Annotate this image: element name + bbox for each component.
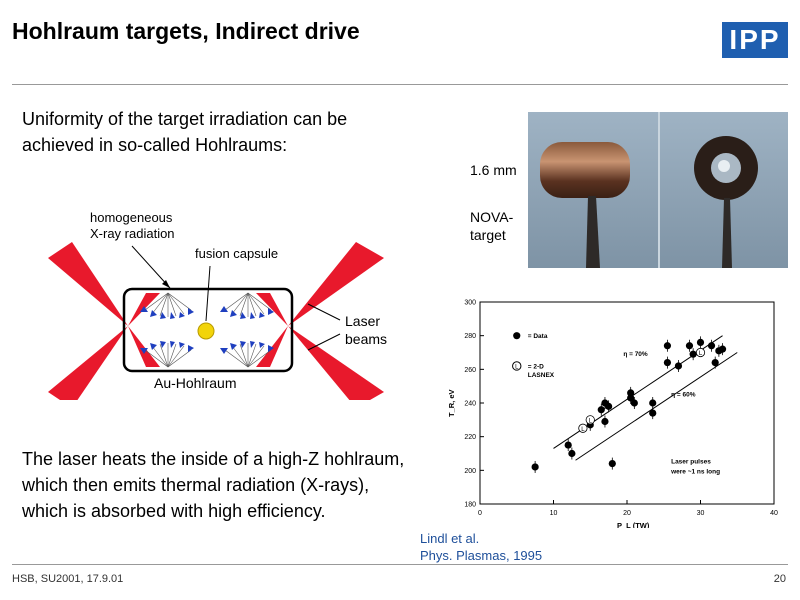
reference-line-2: Phys. Plasmas, 1995 (420, 548, 543, 563)
temperature-vs-power-chart: 0 10 20 30 40 180 200 220 240 260 280 300 P_L (TW) T_… (447, 300, 778, 529)
lasnex-point-mark: L (699, 351, 703, 357)
photo-size-label: 1.6 mm (470, 162, 517, 178)
photo-target-label: NOVA- target (470, 208, 530, 244)
y-tick-label: 200 (464, 468, 476, 475)
plot-frame (479, 301, 775, 505)
label-xray-2: X-ray radiation (90, 226, 175, 241)
data-point (649, 409, 657, 417)
data-point (707, 342, 716, 350)
slide-title: Hohlraum targets, Indirect drive (12, 18, 360, 44)
ipp-logo: IPP (722, 22, 788, 58)
data-point (711, 359, 719, 367)
data-point (601, 417, 609, 426)
pointer-laser-upper (307, 303, 341, 321)
y-tick-label: 280 (464, 333, 476, 340)
footer-divider (12, 564, 788, 565)
lasnex-point-mark: L (589, 418, 593, 424)
laser-beam-upper-right (288, 242, 384, 326)
x-axis-label: P_L (TW) (617, 521, 650, 528)
annotation-pulse-1: Laser pulses (671, 459, 711, 466)
legend-data-label: = Data (528, 333, 548, 340)
legend-lasnex-label-1: = 2-D (528, 363, 544, 370)
title-divider (12, 84, 788, 85)
laser-beam-lower-right (288, 326, 384, 400)
data-point (564, 441, 572, 449)
label-hohlraum: Au-Hohlraum (154, 375, 236, 391)
x-tick-label: 0 (478, 510, 482, 517)
legend-lasnex-mark: L (515, 364, 519, 370)
laser-beam-lower-left (48, 326, 128, 400)
pointer-laser-lower (307, 333, 341, 351)
reference-line-1: Lindl et al. (420, 531, 480, 546)
lasnex-point (578, 423, 588, 433)
data-point (649, 399, 657, 407)
intro-text: Uniformity of the target irradiation can… (22, 109, 348, 155)
annotation-pulse-2: were ~1 ns long (670, 469, 720, 476)
data-point (685, 342, 694, 350)
y-axis-label: T_R, eV (447, 389, 456, 417)
label-laser-1: Laser (345, 313, 380, 329)
y-tick-label: 300 (464, 300, 476, 307)
data-point (663, 359, 672, 367)
lasnex-point (585, 415, 595, 425)
nova-target-photo (528, 112, 788, 268)
data-point (663, 342, 672, 350)
annotation-eta-60: η = 60% (671, 391, 696, 398)
data-point (531, 463, 539, 471)
lasnex-point-mark: L (581, 427, 585, 433)
y-tick-label: 180 (464, 502, 476, 509)
data-point (605, 402, 613, 410)
footer-info: HSB, SU2001, 17.9.01 (12, 573, 124, 585)
efficiency-line (575, 352, 738, 461)
data-point (568, 449, 576, 458)
label-laser-2: beams (345, 331, 387, 347)
x-tick-label: 10 (550, 510, 558, 517)
data-point (718, 345, 727, 353)
data-point (627, 389, 635, 397)
hohlraum-diagram: homogeneous X-ray radiation fusion capsu… (48, 210, 387, 400)
pointer-capsule (205, 265, 211, 322)
annotation-eta-70: η = 70% (623, 351, 648, 358)
y-tick-label: 240 (464, 401, 476, 408)
laser-beam-upper-left (48, 242, 128, 326)
fusion-capsule (197, 322, 215, 340)
inner-beam-upper-right (256, 293, 288, 326)
y-tick-label: 220 (464, 434, 476, 441)
data-point (674, 362, 683, 370)
y-tick-label: 260 (464, 367, 476, 374)
photo-target-label-2: target (470, 227, 506, 243)
page-number: 20 (773, 573, 786, 585)
legend-lasnex-marker (512, 361, 522, 371)
label-capsule: fusion capsule (195, 246, 278, 261)
data-point (689, 350, 697, 358)
pointer-xray (131, 245, 171, 289)
x-tick-label: 20 (623, 510, 631, 517)
photo-target-label-1: NOVA- (470, 209, 514, 225)
data-point (630, 399, 638, 407)
xray-rays (144, 292, 272, 368)
xray-arrowheads (140, 306, 274, 354)
lasnex-point (695, 347, 706, 358)
label-xray-1: homogeneous (90, 210, 173, 225)
body-text: The laser heats the inside of a high-Z h… (22, 449, 405, 521)
data-point (608, 460, 616, 468)
inner-beam-lower-right (256, 326, 288, 367)
x-tick-label: 30 (697, 510, 705, 517)
x-tick-label: 40 (770, 510, 778, 517)
reference: Lindl et al. Phys. Plasmas, 1995 (420, 530, 542, 564)
data-point (597, 406, 605, 414)
legend-lasnex-label-2: LASNEX (528, 372, 555, 379)
inner-beam-lower-left (128, 326, 160, 367)
legend-data-marker (513, 332, 521, 340)
data-point (696, 338, 705, 346)
